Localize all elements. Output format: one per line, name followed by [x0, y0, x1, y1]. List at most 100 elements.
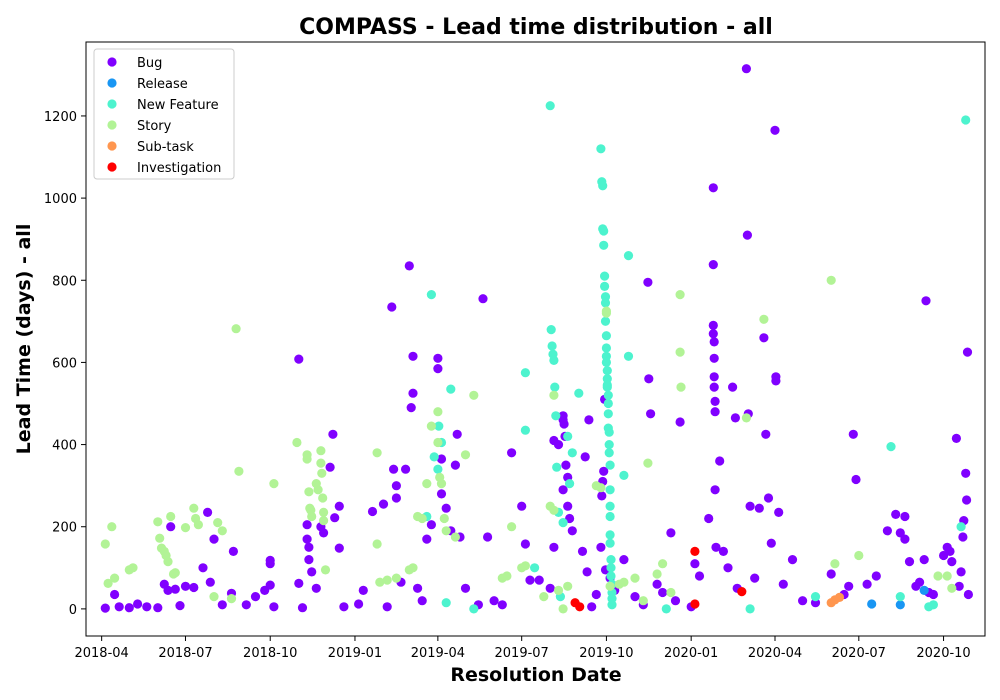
point-story-45 [382, 575, 392, 585]
point-bug-44 [339, 602, 349, 612]
point-bug-185 [947, 557, 957, 567]
point-story-60 [460, 450, 471, 460]
point-new-feature-47 [603, 398, 613, 409]
x-tick-label: 2018-10 [243, 646, 297, 661]
point-story-0 [100, 539, 110, 549]
point-bug-178 [919, 555, 929, 565]
x-axis-ticks: 2018-04 2018-07 2018-10 2019-01 2019-04 2019-… [74, 636, 971, 661]
point-bug-6 [153, 603, 163, 613]
point-bug-115 [643, 277, 653, 287]
point-bug-83 [534, 575, 544, 585]
point-new-feature-26 [574, 388, 584, 398]
point-bug-65 [433, 364, 443, 374]
point-new-feature-4 [434, 421, 444, 431]
point-story-87 [675, 290, 685, 300]
point-bug-159 [778, 579, 788, 589]
point-story-80 [619, 577, 629, 587]
point-bug-186 [951, 433, 962, 443]
point-bug-154 [766, 538, 776, 548]
point-new-feature-54 [605, 485, 615, 495]
point-bug-116 [644, 374, 654, 384]
point-bug-125 [694, 571, 705, 581]
point-story-94 [854, 550, 864, 561]
legend-box [93, 48, 235, 180]
point-bug-97 [567, 526, 577, 536]
point-bug-68 [441, 503, 451, 513]
point-bug-17 [209, 534, 219, 544]
point-bug-50 [387, 302, 397, 312]
point-bug-148 [745, 501, 755, 511]
point-bug-157 [771, 376, 781, 386]
point-story-14 [170, 568, 180, 578]
point-new-feature-19 [552, 462, 562, 472]
point-bug-28 [294, 354, 304, 364]
point-new-feature-3 [433, 464, 443, 474]
point-bug-59 [408, 351, 418, 361]
x-tick-label: 2019-10 [579, 646, 633, 661]
point-new-feature-14 [547, 341, 557, 351]
point-bug-81 [520, 539, 531, 549]
point-bug-0 [100, 603, 110, 613]
point-story-26 [292, 437, 302, 448]
point-bug-30 [297, 603, 308, 613]
point-story-83 [643, 458, 653, 468]
point-bug-104 [596, 542, 606, 552]
point-bug-85 [549, 542, 559, 552]
point-bug-117 [646, 409, 656, 419]
point-bug-192 [962, 495, 972, 505]
point-new-feature-6 [446, 384, 456, 394]
point-bug-52 [391, 493, 401, 503]
point-bug-8 [163, 585, 173, 596]
point-story-25 [269, 479, 279, 489]
legend-marker-release [107, 78, 117, 88]
point-bug-100 [582, 567, 592, 577]
point-investigation-4 [737, 587, 747, 597]
point-new-feature-42 [602, 366, 612, 376]
legend-marker-sub-task [107, 141, 117, 151]
point-bug-136 [710, 407, 720, 417]
point-story-95 [933, 571, 943, 581]
point-bug-29 [294, 578, 304, 589]
point-bug-119 [658, 587, 668, 598]
point-bug-1 [110, 589, 120, 600]
point-story-72 [558, 604, 568, 614]
point-story-78 [605, 581, 615, 591]
point-story-44 [375, 577, 385, 587]
point-new-feature-56 [605, 511, 615, 522]
point-bug-126 [704, 513, 714, 524]
point-story-50 [417, 513, 427, 524]
point-new-feature-34 [600, 281, 610, 291]
point-new-feature-59 [606, 555, 616, 565]
point-bug-71 [452, 429, 462, 439]
point-bug-4 [133, 599, 143, 609]
point-story-53 [433, 407, 443, 417]
point-bug-160 [787, 555, 798, 565]
point-story-67 [539, 592, 549, 602]
point-story-6 [153, 517, 163, 527]
point-bug-177 [915, 577, 925, 587]
legend-label-release: Release [137, 77, 188, 92]
point-bug-93 [561, 460, 571, 470]
point-bug-45 [354, 599, 364, 609]
point-bug-143 [730, 413, 741, 423]
point-bug-51 [389, 464, 399, 474]
point-bug-80 [517, 501, 527, 511]
point-new-feature-67 [623, 251, 634, 261]
point-bug-27 [269, 602, 279, 612]
point-bug-77 [489, 596, 499, 606]
point-story-57 [439, 513, 449, 524]
legend-marker-bug [107, 57, 117, 67]
point-new-feature-68 [623, 351, 634, 361]
point-new-feature-61 [606, 571, 616, 581]
y-tick-label: 800 [52, 274, 77, 289]
point-bug-78 [497, 600, 507, 610]
y-tick-label: 600 [52, 356, 77, 371]
legend-marker-new-feature [107, 99, 117, 109]
point-new-feature-37 [600, 316, 611, 326]
point-story-46 [391, 573, 401, 583]
y-tick-label: 200 [52, 521, 77, 536]
point-bug-2 [114, 602, 124, 612]
point-bug-57 [406, 403, 416, 413]
point-bug-120 [666, 528, 676, 538]
point-bug-55 [401, 464, 411, 474]
